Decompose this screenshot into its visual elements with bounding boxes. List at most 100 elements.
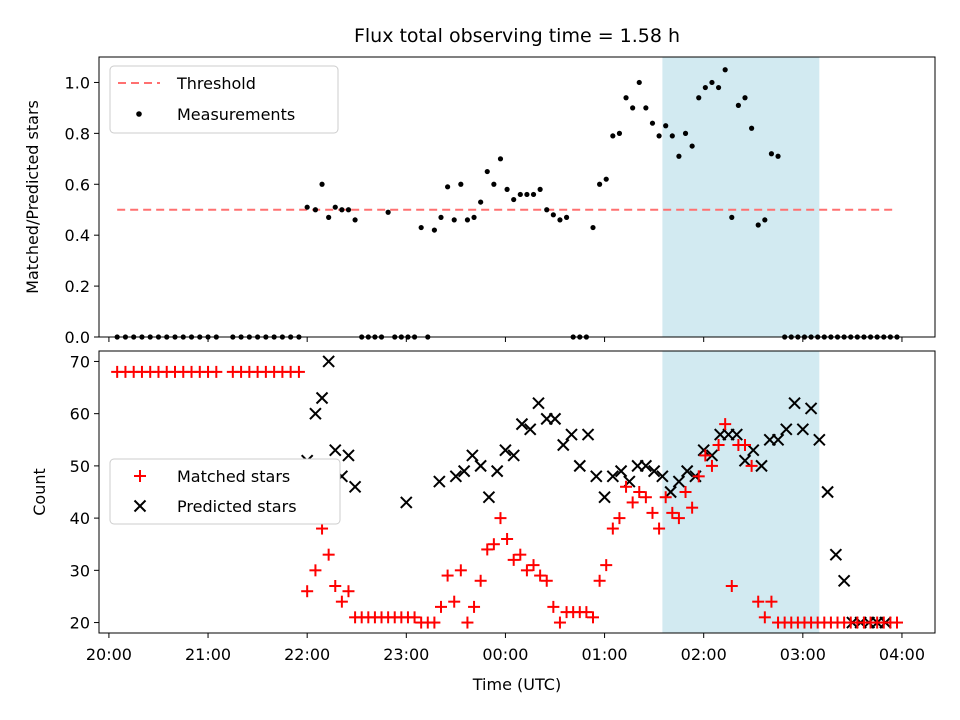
measurement-point	[881, 334, 887, 340]
matched-star-point	[527, 559, 540, 572]
matched-star-point	[672, 512, 685, 525]
predicted-star-point-b	[532, 397, 545, 410]
x-tick-label: 03:00	[780, 645, 826, 664]
predicted-stars-legend-marker	[133, 499, 147, 513]
bottom-y-tick-label: 60	[70, 405, 90, 424]
measurement-point	[755, 222, 761, 228]
measurement-point	[246, 334, 252, 340]
predicted-star-point	[507, 449, 520, 462]
predicted-star-point	[329, 444, 342, 457]
measurement-point	[735, 102, 741, 108]
predicted-star-point-b	[466, 449, 479, 462]
matched-star-point	[752, 595, 765, 608]
matched-stars-series	[111, 365, 903, 629]
bottom-y-tick-label: 20	[70, 614, 90, 633]
measurement-point	[550, 212, 556, 218]
matched-star-point	[487, 538, 500, 551]
predicted-star-point	[449, 470, 463, 483]
predicted-star-point-b	[573, 459, 586, 473]
predicted-star-point	[466, 449, 479, 462]
measurement-point	[537, 186, 543, 192]
matched-star-point	[316, 522, 329, 535]
x-tick-label: 23:00	[383, 645, 429, 664]
measurement-point	[255, 334, 261, 340]
measurement-point	[623, 95, 629, 101]
x-tick-label: 21:00	[185, 645, 231, 664]
predicted-star-point	[322, 355, 335, 368]
bottom-y-tick-label: 70	[70, 352, 90, 371]
matched-star-point	[448, 595, 461, 608]
matched-star-point	[435, 600, 447, 613]
matched-star-point	[481, 543, 494, 556]
predicted-star-point	[639, 459, 653, 473]
matched-star-point	[534, 569, 547, 582]
legend-cross	[133, 499, 147, 513]
predicted-star-point	[829, 548, 843, 561]
matched-star-point	[613, 512, 626, 525]
x-tick-label: 01:00	[582, 645, 628, 664]
matched-star-point	[514, 548, 527, 561]
matched-star-point	[342, 585, 355, 598]
predicted-star-point-b	[507, 449, 520, 462]
matched-star-point	[705, 459, 718, 472]
measurement-point	[304, 204, 310, 210]
predicted-star-point	[309, 407, 322, 420]
measurement-point	[616, 130, 623, 136]
predicted-star-point	[315, 391, 329, 405]
measurement-point	[319, 181, 325, 187]
predicted-star-point	[813, 433, 826, 446]
measurement-point	[828, 334, 834, 340]
measurement-point	[296, 334, 302, 340]
measurement-point	[271, 334, 277, 340]
measurement-point	[841, 334, 847, 340]
matched-star-point	[891, 616, 903, 629]
predicted-star-point-b	[606, 470, 620, 483]
measurement-point	[524, 191, 530, 198]
measurement-point	[230, 334, 236, 340]
matched-star-point	[461, 616, 474, 629]
measurement-point	[517, 191, 523, 198]
measurement-point	[405, 334, 411, 340]
measurement-point	[887, 334, 893, 340]
predicted-star-point	[837, 574, 851, 587]
predicted-star-point-b	[664, 485, 677, 499]
x-tick-label: 04:00	[879, 645, 925, 664]
predicted-star-point-b	[837, 574, 851, 587]
measurement-point	[464, 217, 471, 223]
predicted-star-point-b	[457, 464, 471, 478]
matched-star-point	[507, 553, 520, 566]
measurement-point	[497, 156, 504, 162]
measurement-point	[775, 153, 781, 159]
measurement-point	[197, 334, 203, 340]
matched-stars-legend-marker	[134, 470, 146, 482]
bottom-y-axis-label: Count	[30, 468, 49, 516]
predicted-star-point-b	[309, 407, 322, 420]
predicted-star-point-b	[490, 464, 504, 478]
measurement-point	[339, 207, 345, 213]
measurement-point	[326, 214, 332, 220]
predicted-star-point-b	[672, 475, 686, 488]
predicted-star-point-b	[730, 428, 743, 441]
measurement-point	[359, 334, 365, 340]
matched-star-point	[309, 564, 322, 577]
predicted-star-point	[490, 464, 504, 478]
x-tick-label: 02:00	[681, 645, 727, 664]
measurement-point	[795, 334, 801, 340]
measurement-point	[445, 184, 451, 190]
measurement-point	[114, 334, 120, 340]
matched-star-point	[329, 580, 342, 592]
measurement-point	[213, 334, 219, 340]
measurements-legend-marker	[136, 111, 142, 117]
predicted-star-point-b	[474, 459, 487, 473]
measurement-point	[530, 191, 537, 198]
predicted-star-point-b	[697, 444, 710, 457]
matched-star-point	[408, 611, 421, 624]
bottom-y-tick-label: 30	[70, 561, 90, 580]
predicted-star-point-b	[342, 449, 355, 462]
measurement-point	[365, 334, 371, 340]
matched-star-point	[620, 480, 633, 493]
matched-star-point	[540, 574, 553, 587]
matched-star-point	[745, 459, 758, 472]
predicted-star-point-b	[524, 423, 537, 436]
matched-star-point	[474, 574, 487, 587]
